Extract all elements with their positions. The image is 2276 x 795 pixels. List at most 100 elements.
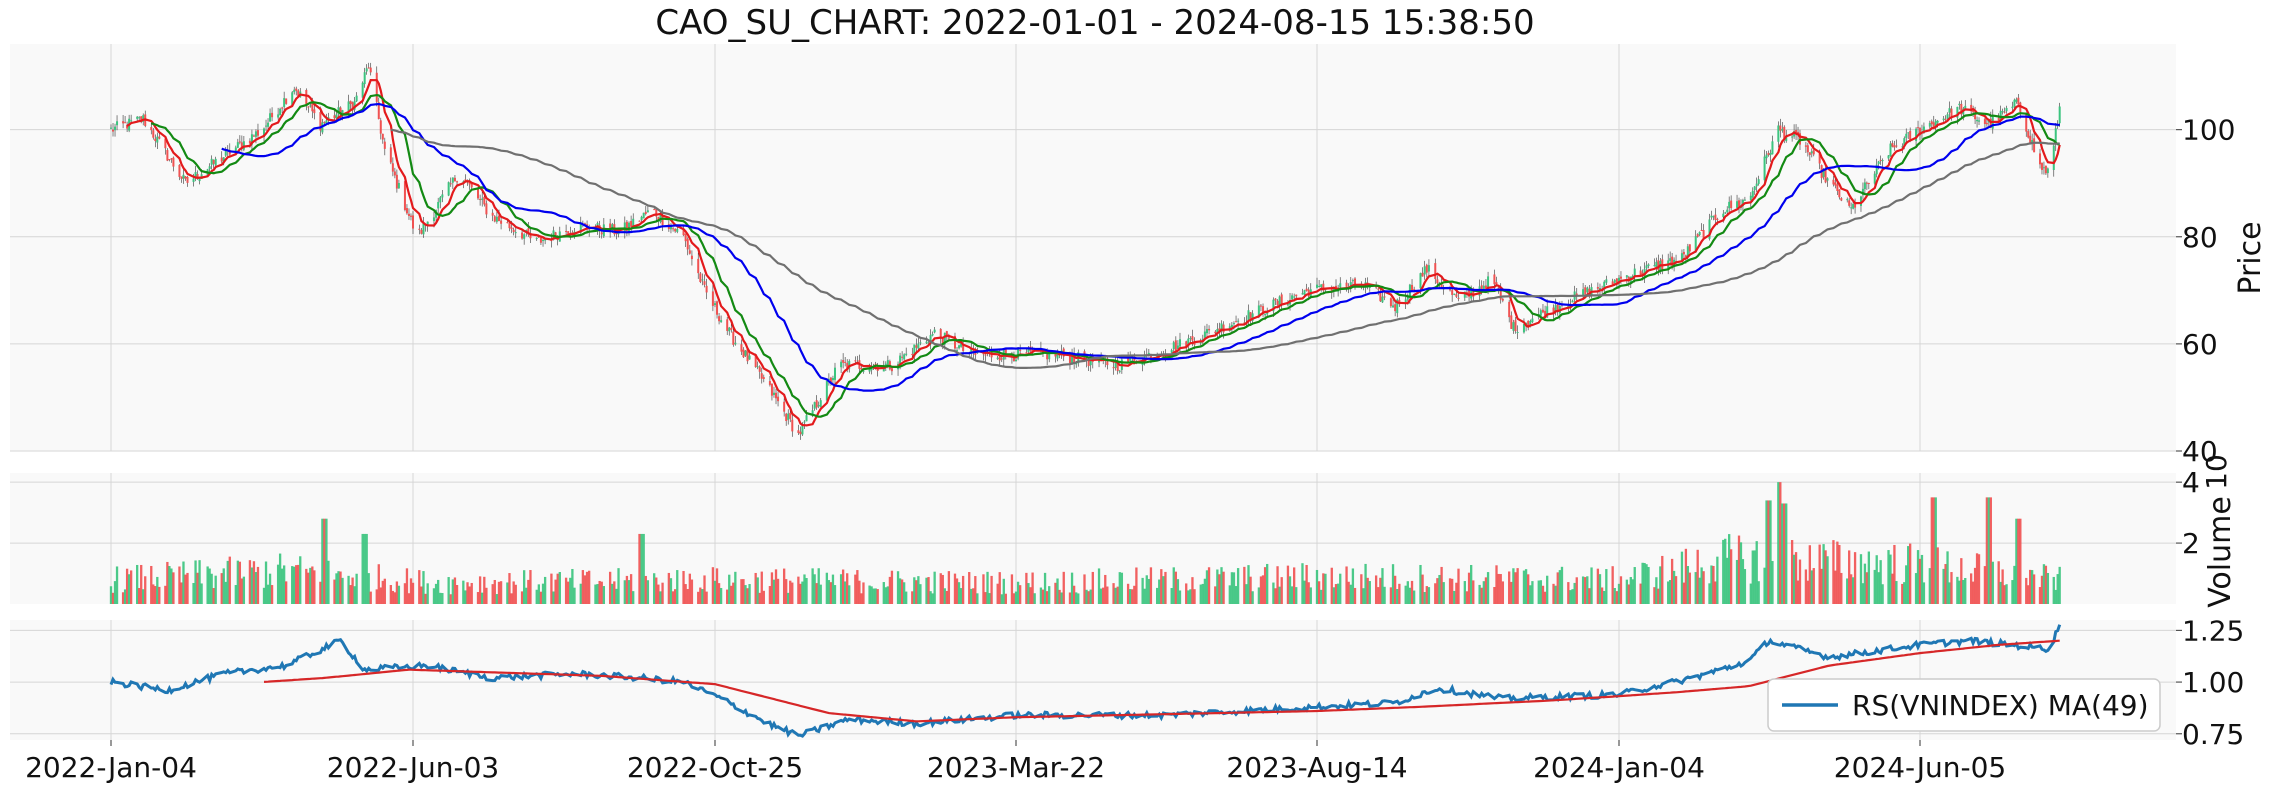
volume-bar (240, 578, 244, 604)
volume-bar (1700, 567, 1703, 604)
candle-body (646, 210, 649, 213)
volume-bar (1243, 566, 1246, 604)
candle-body (1887, 155, 1890, 159)
candle-body (956, 350, 959, 352)
candle-body (1516, 332, 1519, 334)
candle-body (254, 131, 257, 137)
volume-bar (1286, 565, 1290, 604)
candle-body (1237, 320, 1240, 322)
volume-bar (426, 583, 429, 604)
volume-bar (886, 586, 890, 604)
volume-bar (483, 576, 486, 604)
candle-body (1917, 127, 1920, 129)
volume-bar (982, 574, 985, 604)
volume-bar (2001, 569, 2004, 604)
volume-bar (129, 570, 133, 604)
candle-body (1603, 281, 1606, 290)
volume-bar (335, 573, 338, 604)
volume-bar (1216, 569, 1219, 604)
volume-bar (210, 573, 213, 604)
volume-bar (1185, 583, 1188, 604)
candle-body (1280, 294, 1283, 305)
candle-body (1798, 133, 1802, 145)
candle-body (1769, 153, 1772, 156)
volume-bar (1987, 497, 1991, 604)
candle-body (960, 343, 963, 347)
volume-bar (1404, 585, 1407, 604)
volume-bar (1362, 588, 1365, 604)
candle-body (297, 90, 300, 97)
volume-bar (1398, 583, 1401, 604)
volume-bar (1584, 577, 1587, 604)
volume-bar (856, 570, 859, 604)
candle-body (1584, 287, 1587, 295)
candle-body (1468, 290, 1471, 297)
volume-bar (270, 585, 274, 604)
volume-bar (1141, 577, 1144, 604)
volume-bar (567, 581, 570, 604)
volume-bar (353, 586, 356, 604)
volume-bar (760, 571, 763, 604)
volume-bar (1147, 578, 1151, 604)
volume-bar (1245, 584, 1248, 604)
volume-bar (799, 583, 802, 604)
volume-bar (585, 571, 589, 604)
volume-bar (1944, 564, 1947, 604)
volume-bar (831, 574, 835, 604)
volume-bar (1410, 580, 1414, 604)
candle-body (726, 319, 729, 331)
candle-body (112, 129, 115, 132)
volume-bar (699, 587, 702, 604)
volume-bar (1694, 572, 1697, 604)
candle-body (718, 316, 721, 322)
candle-body (1172, 342, 1175, 350)
candle-body (1046, 354, 1049, 360)
candle-body (422, 223, 425, 235)
candle-body (1804, 145, 1807, 147)
volume-bar (363, 533, 366, 604)
volume-bar (1918, 558, 1922, 604)
candle-body (369, 67, 372, 73)
volume-bar (1873, 569, 1876, 604)
volume-bar (434, 583, 438, 604)
candle-body (1116, 364, 1119, 372)
volume-bar (858, 580, 861, 604)
volume-bar (754, 572, 757, 604)
candle-body (1383, 296, 1386, 298)
candle-body (1455, 294, 1458, 297)
volume-bar (186, 572, 189, 604)
xtick-label: 2024-Jan-04 (1533, 751, 1705, 784)
volume-bar (156, 576, 159, 604)
candle-body (797, 430, 800, 433)
volume-bar (803, 574, 806, 604)
volume-bar (1263, 567, 1267, 604)
volume-bar (1276, 566, 1279, 604)
candle-body (911, 353, 914, 355)
candle-body (192, 178, 195, 182)
volume-bar (278, 553, 282, 604)
candle-body (238, 141, 241, 143)
candle-body (1465, 291, 1468, 293)
candle-body (150, 127, 153, 131)
volume-bar (988, 593, 991, 604)
volume-bar (1798, 559, 1802, 604)
volume-bar (466, 582, 469, 604)
volume-bar (1353, 587, 1357, 604)
candle-body (140, 116, 143, 122)
candle-body (1767, 152, 1770, 156)
volume-bar (611, 583, 614, 604)
volume-bar (1145, 575, 1148, 604)
volume-bar (1033, 593, 1036, 604)
volume-bar (537, 584, 540, 604)
candle-body (644, 211, 647, 214)
volume-bar (1118, 572, 1121, 604)
candle-body (506, 222, 509, 224)
candle-body (1087, 360, 1090, 367)
volume-bar (1808, 545, 1811, 604)
candle-body (184, 176, 187, 179)
candle-body (732, 331, 735, 345)
volume-bar (1698, 577, 1701, 604)
candle-body (214, 158, 217, 166)
volume-bar (405, 568, 409, 604)
candle-body (1997, 117, 2000, 121)
